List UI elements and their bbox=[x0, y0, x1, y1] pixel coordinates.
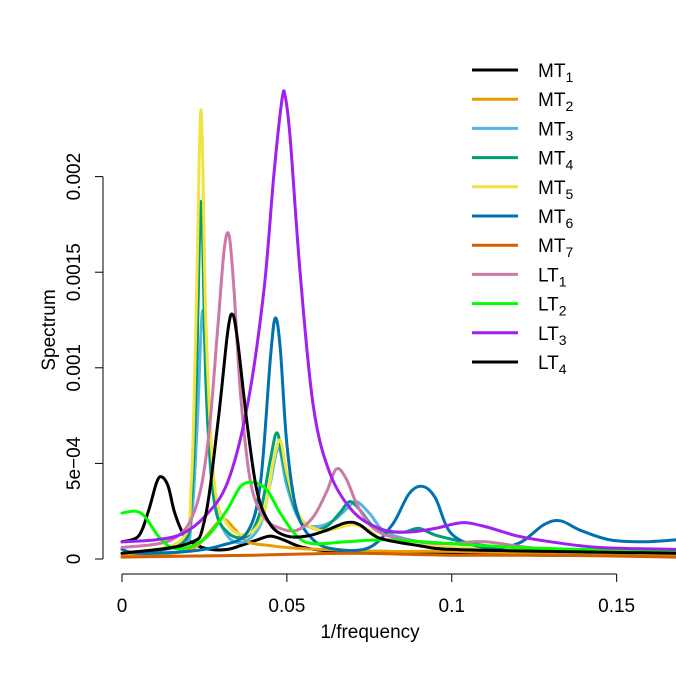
legend-item-lt1: LT1 bbox=[472, 265, 567, 289]
legend-label: MT4 bbox=[538, 149, 573, 173]
x-tick-label: 0.15 bbox=[598, 596, 635, 617]
y-tick-label: 0.0015 bbox=[64, 243, 85, 301]
x-tick-label: 0.05 bbox=[268, 596, 305, 617]
legend-item-mt2: MT2 bbox=[472, 90, 573, 114]
legend: MT1 MT2 MT3 MT4 MT5 MT6 MT7 LT1 LT2 LT3 LT4 bbox=[472, 61, 573, 377]
legend-item-lt4: LT4 bbox=[472, 353, 567, 377]
legend-label: MT3 bbox=[538, 119, 573, 143]
legend-label: LT2 bbox=[538, 295, 567, 319]
legend-item-mt4: MT4 bbox=[472, 149, 573, 173]
series-line-lt3 bbox=[120, 89, 676, 551]
y-tick-label: 5e−04 bbox=[64, 436, 85, 490]
x-axis: 0 0.05 0.1 0.15 bbox=[117, 573, 635, 617]
y-axis-title: Spectrum bbox=[39, 289, 60, 370]
y-axis: 0 5e−04 0.001 0.0015 0.002 bbox=[64, 153, 104, 565]
legend-label: MT6 bbox=[538, 207, 573, 231]
legend-label: MT5 bbox=[538, 178, 573, 202]
legend-label: MT7 bbox=[538, 236, 573, 260]
legend-label: MT2 bbox=[538, 90, 573, 114]
legend-item-mt1: MT1 bbox=[472, 61, 573, 85]
plot-lines bbox=[120, 89, 676, 559]
legend-item-lt3: LT3 bbox=[472, 324, 567, 348]
legend-item-mt7: MT7 bbox=[472, 236, 573, 260]
y-tick-label: 0 bbox=[64, 554, 85, 565]
x-tick-label: 0 bbox=[117, 596, 128, 617]
series-line-mt6 bbox=[120, 316, 676, 555]
legend-item-mt5: MT5 bbox=[472, 178, 573, 202]
x-tick-label: 0.1 bbox=[439, 596, 465, 617]
legend-label: LT3 bbox=[538, 324, 567, 348]
legend-item-mt3: MT3 bbox=[472, 119, 573, 143]
legend-label: LT1 bbox=[538, 265, 567, 289]
legend-label: LT4 bbox=[538, 353, 567, 377]
x-axis-title: 1/frequency bbox=[320, 622, 420, 643]
y-tick-label: 0.001 bbox=[64, 344, 85, 392]
legend-item-mt6: MT6 bbox=[472, 207, 573, 231]
y-tick-label: 0.002 bbox=[64, 153, 85, 201]
series-line-mt5 bbox=[120, 108, 676, 555]
series-line-lt4 bbox=[120, 312, 676, 555]
legend-item-lt2: LT2 bbox=[472, 295, 567, 319]
series-line-mt7 bbox=[120, 551, 676, 559]
legend-label: MT1 bbox=[538, 61, 573, 85]
